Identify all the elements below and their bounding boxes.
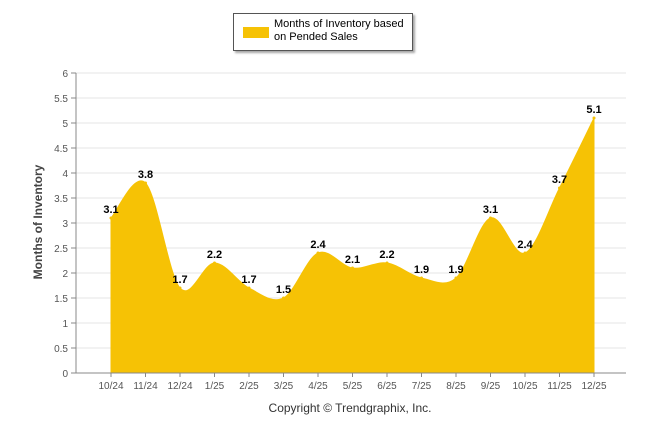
- x-tick-label: 11/25: [547, 381, 572, 392]
- data-point: [178, 286, 182, 290]
- x-tick-label: 10/25: [512, 381, 537, 392]
- data-labels: 3.1 3.8 1.7 2.2 1.7 1.5 2.4 2.1 2.2 1.9 1.9 3.1 2.4 3…: [103, 104, 601, 296]
- legend-swatch: [243, 27, 269, 38]
- data-point: [385, 261, 389, 265]
- y-tick-label: 0: [62, 369, 68, 380]
- y-tick-label: 3.5: [54, 194, 68, 205]
- y-tick-label: 3: [62, 219, 68, 230]
- y-axis-ticks: 0 0.5 1 1.5 2 2.5 3 3.5 4 4.5 5 5.5 6: [54, 69, 76, 380]
- y-tick-label: 4: [62, 169, 68, 180]
- legend[interactable]: Months of Inventory based on Pended Sale…: [233, 13, 413, 51]
- data-label: 2.4: [310, 239, 326, 251]
- series-area: [109, 116, 596, 374]
- x-tick-label: 5/25: [343, 381, 363, 392]
- data-point: [282, 296, 285, 300]
- data-point: [454, 276, 458, 280]
- data-point: [592, 116, 596, 120]
- data-point: [351, 266, 354, 270]
- data-label: 2.1: [345, 254, 360, 266]
- x-tick-label: 3/25: [274, 381, 294, 392]
- x-tick-label: 2/25: [239, 381, 259, 392]
- data-label: 2.2: [207, 249, 222, 261]
- data-label: 3.7: [552, 174, 567, 186]
- data-point: [523, 251, 527, 255]
- data-label: 2.2: [379, 249, 394, 261]
- data-label: 1.9: [448, 264, 463, 276]
- x-tick-label: 11/24: [133, 381, 158, 392]
- data-label: 3.1: [103, 204, 118, 216]
- y-tick-label: 1.5: [54, 294, 68, 305]
- data-label: 3.1: [483, 204, 498, 216]
- y-tick-label: 6: [62, 69, 68, 80]
- y-tick-label: 2: [62, 269, 68, 280]
- data-point: [109, 216, 113, 220]
- data-label: 1.7: [241, 274, 256, 286]
- data-point: [420, 276, 423, 280]
- data-point: [213, 261, 216, 265]
- y-tick-label: 0.5: [54, 344, 68, 355]
- y-tick-label: 5.5: [54, 94, 68, 105]
- data-label: 3.8: [138, 169, 153, 181]
- x-tick-label: 6/25: [377, 381, 397, 392]
- y-tick-label: 2.5: [54, 244, 68, 255]
- x-tick-label: 12/24: [167, 381, 192, 392]
- data-point: [247, 286, 251, 290]
- y-axis-title: Months of Inventory: [31, 164, 45, 279]
- data-point: [558, 186, 561, 190]
- data-point: [489, 216, 492, 220]
- data-point: [316, 251, 320, 255]
- x-tick-label: 7/25: [412, 381, 432, 392]
- y-tick-label: 1: [62, 319, 68, 330]
- data-label: 2.4: [517, 239, 533, 251]
- y-tick-label: 4.5: [54, 144, 68, 155]
- data-label: 5.1: [586, 104, 601, 116]
- x-tick-label: 10/24: [98, 381, 123, 392]
- data-label: 1.7: [172, 274, 187, 286]
- x-tick-label: 9/25: [481, 381, 501, 392]
- x-tick-label: 8/25: [446, 381, 466, 392]
- data-point: [144, 181, 147, 185]
- data-label: 1.9: [414, 264, 429, 276]
- copyright-text: Copyright © Trendgraphix, Inc.: [268, 401, 432, 415]
- x-axis-ticks: 10/24 11/24 12/24 1/25 2/25 3/25 4/25 5/25 6/25 7…: [98, 373, 607, 392]
- x-tick-label: 12/25: [581, 381, 606, 392]
- x-tick-label: 4/25: [308, 381, 328, 392]
- y-tick-label: 5: [62, 119, 68, 130]
- legend-label: Months of Inventory based on Pended Sale…: [274, 18, 404, 43]
- x-tick-label: 1/25: [205, 381, 225, 392]
- data-label: 1.5: [276, 284, 291, 296]
